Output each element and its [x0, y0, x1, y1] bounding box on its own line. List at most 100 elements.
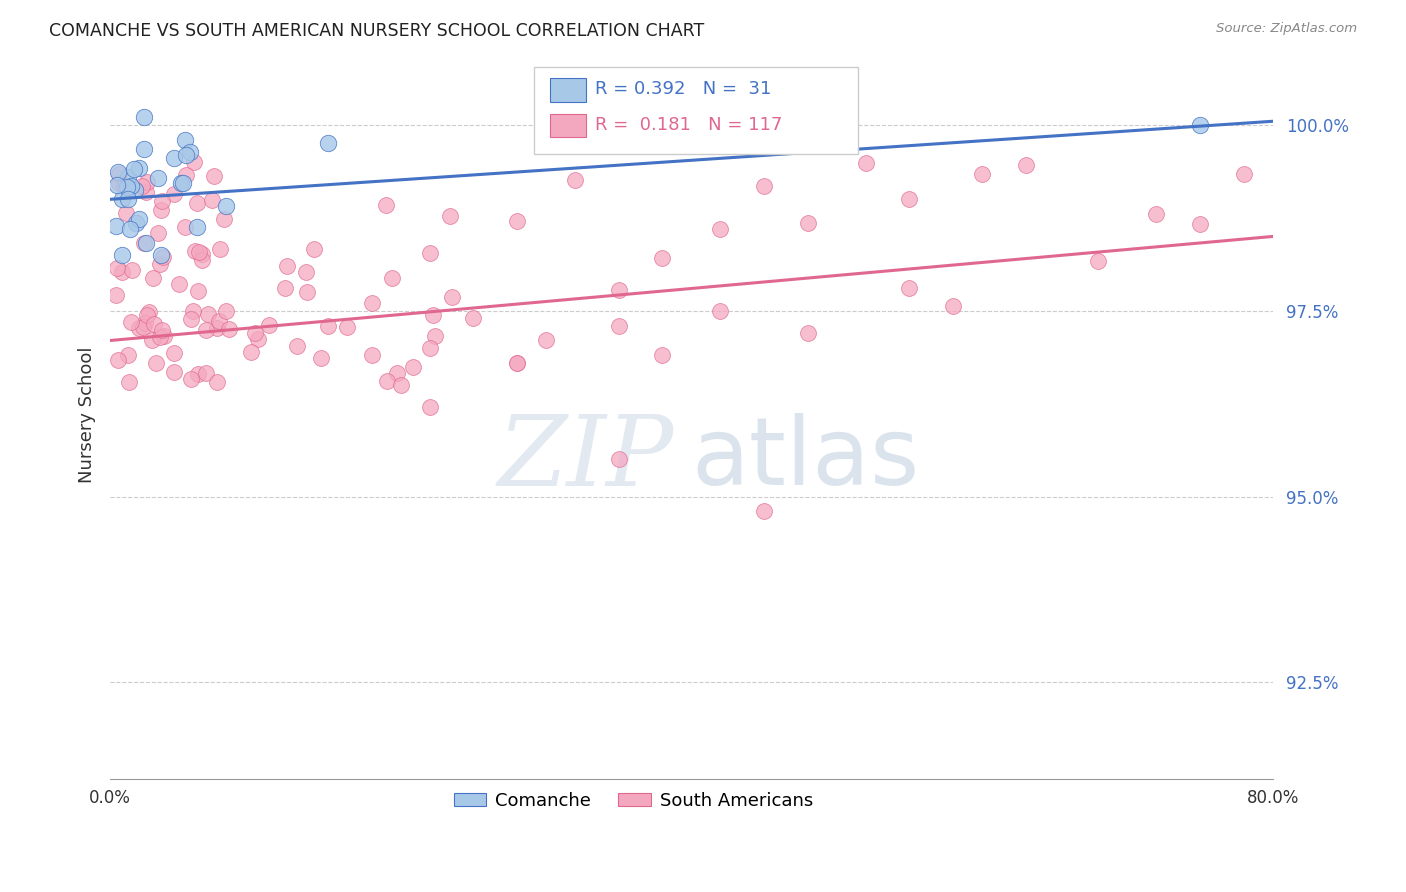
Point: [141, 333, 163, 347]
Point: [607, 452, 630, 467]
Point: [124, 183, 146, 197]
Point: [419, 341, 441, 355]
Point: [120, 178, 142, 193]
Point: [145, 356, 167, 370]
Text: COMANCHE VS SOUTH AMERICAN NURSERY SCHOOL CORRELATION CHART: COMANCHE VS SOUTH AMERICAN NURSERY SCHOO…: [49, 22, 704, 40]
Point: [607, 318, 630, 333]
Point: [117, 169, 139, 184]
Point: [506, 356, 529, 370]
Point: [117, 193, 139, 207]
Point: [215, 199, 238, 213]
Point: [1144, 207, 1167, 221]
Point: [375, 374, 398, 388]
Point: [212, 211, 235, 226]
Point: [215, 303, 238, 318]
Point: [463, 311, 485, 326]
Point: [796, 216, 818, 230]
Point: [174, 219, 197, 234]
Point: [132, 235, 155, 250]
Point: [295, 285, 318, 300]
Point: [142, 270, 165, 285]
Point: [128, 320, 150, 334]
Point: [422, 308, 444, 322]
Point: [174, 168, 197, 182]
Point: [152, 250, 174, 264]
Point: [134, 316, 156, 330]
Point: [245, 326, 267, 340]
Point: [752, 504, 775, 518]
Point: [247, 332, 270, 346]
Point: [146, 226, 169, 240]
Point: [138, 305, 160, 319]
Point: [186, 219, 208, 234]
Point: [385, 366, 408, 380]
Point: [170, 177, 193, 191]
Point: [150, 248, 173, 262]
Point: [316, 136, 339, 150]
Point: [208, 314, 231, 328]
Point: [136, 309, 159, 323]
Point: [419, 245, 441, 260]
Point: [257, 318, 280, 332]
Text: ZIP: ZIP: [498, 411, 673, 506]
Point: [105, 260, 128, 275]
Point: [381, 270, 404, 285]
Point: [273, 281, 295, 295]
Point: [200, 193, 222, 207]
Point: [607, 283, 630, 297]
Point: [752, 179, 775, 194]
Point: [132, 320, 155, 334]
Point: [651, 348, 673, 362]
Point: [375, 198, 398, 212]
Point: [360, 296, 382, 310]
Point: [1232, 167, 1254, 181]
Point: [180, 372, 202, 386]
Point: [402, 359, 425, 374]
Point: [112, 178, 135, 193]
Point: [564, 173, 586, 187]
Point: [240, 345, 263, 359]
Point: [122, 161, 145, 176]
Point: [120, 315, 142, 329]
Point: [142, 317, 165, 331]
Point: [107, 353, 129, 368]
Point: [1188, 118, 1211, 132]
Point: [197, 307, 219, 321]
Point: [118, 222, 141, 236]
Point: [163, 186, 186, 201]
Point: [180, 312, 202, 326]
Text: atlas: atlas: [692, 412, 920, 505]
Point: [389, 378, 412, 392]
Point: [108, 177, 131, 191]
Point: [218, 321, 240, 335]
Point: [167, 277, 190, 291]
Point: [316, 318, 339, 333]
Point: [855, 156, 877, 170]
Point: [534, 334, 557, 348]
Point: [136, 175, 159, 189]
Point: [107, 165, 129, 179]
Point: [506, 356, 529, 370]
Point: [117, 348, 139, 362]
Point: [1087, 253, 1109, 268]
Point: [121, 263, 143, 277]
Point: [128, 161, 150, 176]
Point: [1014, 158, 1036, 172]
Point: [311, 351, 333, 365]
Point: [184, 244, 207, 259]
Point: [105, 178, 128, 193]
Point: [150, 202, 173, 217]
Point: [149, 257, 172, 271]
Text: R =  0.181   N = 117: R = 0.181 N = 117: [595, 116, 782, 134]
Point: [419, 401, 441, 415]
Point: [108, 167, 131, 181]
Point: [423, 329, 446, 343]
Point: [651, 251, 673, 265]
Point: [128, 211, 150, 226]
Point: [187, 285, 209, 299]
Point: [294, 265, 316, 279]
Point: [796, 326, 818, 340]
Point: [134, 142, 156, 156]
Point: [209, 242, 232, 256]
Point: [135, 185, 157, 199]
